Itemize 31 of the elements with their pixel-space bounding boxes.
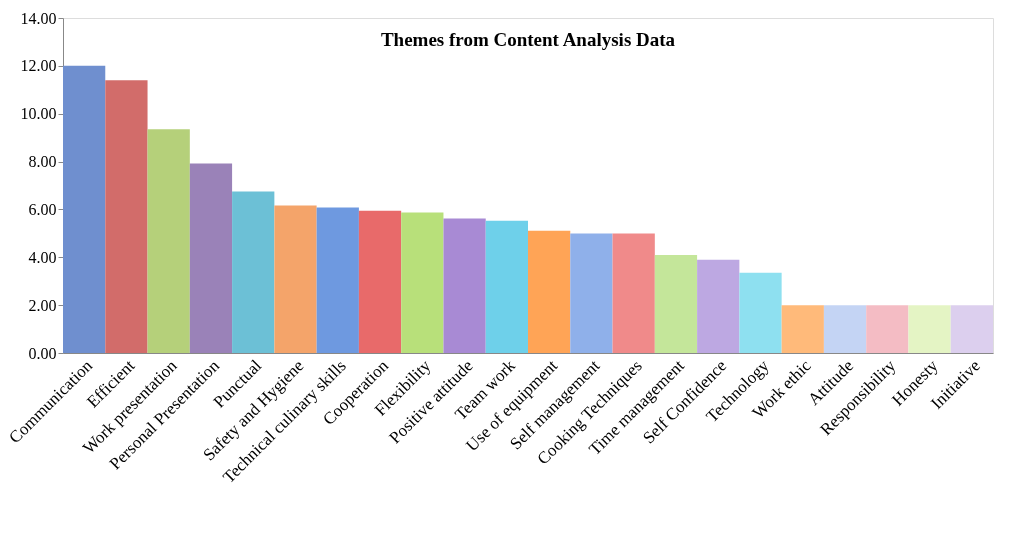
y-tick-label: 8.00	[28, 153, 57, 171]
bar	[358, 210, 402, 353]
y-tick-label: 0.00	[28, 344, 57, 362]
bar	[570, 233, 613, 353]
bar	[908, 305, 951, 353]
y-tick-label: 6.00	[28, 200, 57, 218]
bar	[147, 129, 190, 353]
bar	[781, 305, 824, 353]
bar	[654, 254, 698, 353]
bar	[485, 220, 528, 353]
bar	[401, 212, 444, 353]
bar	[823, 305, 867, 353]
bar	[739, 272, 782, 353]
y-tick-label: 14.00	[20, 9, 57, 27]
bar	[316, 207, 359, 353]
bar	[528, 230, 571, 353]
bar	[189, 163, 233, 353]
bar	[105, 80, 148, 353]
y-tick-label: 2.00	[28, 296, 57, 314]
y-tick-label: 12.00	[20, 57, 57, 75]
bar	[274, 205, 317, 353]
bar	[232, 191, 275, 353]
bar	[950, 305, 993, 353]
bar	[63, 65, 106, 353]
text: Themes from Content Analysis Data	[380, 29, 676, 50]
bar	[443, 218, 486, 353]
bar	[612, 233, 655, 353]
y-tick-label: 10.00	[20, 105, 57, 123]
y-tick-label: 4.00	[28, 248, 57, 266]
bar	[866, 305, 909, 353]
bar	[697, 259, 740, 353]
